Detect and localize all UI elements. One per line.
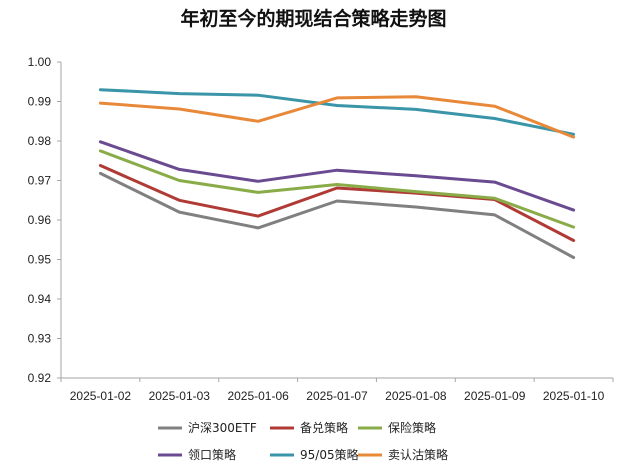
series-0-point xyxy=(257,226,260,229)
legend-label: 卖认沽策略 xyxy=(388,447,448,462)
series-line-4 xyxy=(98,88,576,136)
series-0-point xyxy=(572,256,575,259)
x-tick-label: 2025-01-06 xyxy=(227,389,289,403)
x-tick-label: 2025-01-03 xyxy=(149,389,211,403)
series-5-point xyxy=(414,95,417,98)
series-2-point xyxy=(99,149,102,152)
series-3-point xyxy=(336,169,339,172)
series-0-point xyxy=(99,172,102,175)
x-tick-label: 2025-01-02 xyxy=(70,389,132,403)
series-2-point xyxy=(572,226,575,229)
series-5-point xyxy=(257,120,260,123)
series-3-point xyxy=(99,140,102,143)
series-line-2 xyxy=(98,149,576,229)
legend-item: 备兑策略 xyxy=(270,420,348,435)
series-2-point xyxy=(336,183,339,186)
series-4-point xyxy=(493,117,496,120)
series-1-point xyxy=(257,215,260,218)
series-line-5 xyxy=(98,95,576,139)
series-4-point xyxy=(99,88,102,91)
series-lines xyxy=(98,88,576,259)
series-4-point xyxy=(336,104,339,107)
y-tick-label: 0.96 xyxy=(28,213,52,227)
series-5-point xyxy=(493,105,496,108)
legend-item: 卖认沽策略 xyxy=(358,447,448,462)
series-4-point xyxy=(178,92,181,95)
series-5-point xyxy=(99,102,102,105)
series-5-point xyxy=(572,136,575,139)
series-line-0 xyxy=(98,171,576,259)
y-tick-label: 0.92 xyxy=(28,371,52,385)
x-tick-label: 2025-01-08 xyxy=(385,389,447,403)
series-5-point xyxy=(336,96,339,99)
y-tick-label: 0.98 xyxy=(28,134,52,148)
x-tick-label: 2025-01-09 xyxy=(464,389,526,403)
series-2-point xyxy=(414,190,417,193)
x-tick-label: 2025-01-07 xyxy=(306,389,368,403)
legend-item: 领口策略 xyxy=(158,447,236,462)
legend-item: 95/05策略 xyxy=(270,447,359,462)
series-0-point xyxy=(493,213,496,216)
series-2-point xyxy=(257,191,260,194)
legend-item: 沪深300ETF xyxy=(158,421,257,435)
series-4-point xyxy=(257,94,260,97)
series-3-point xyxy=(572,209,575,212)
legend-label: 保险策略 xyxy=(388,420,436,435)
series-2-point xyxy=(178,179,181,182)
series-0-point xyxy=(414,205,417,208)
legend-label: 备兑策略 xyxy=(300,420,348,435)
series-3-point xyxy=(178,168,181,171)
series-4-point xyxy=(414,108,417,111)
series-3-point xyxy=(414,174,417,177)
x-tick-label: 2025-01-10 xyxy=(543,389,605,403)
series-0-point xyxy=(178,211,181,214)
chart-title: 年初至今的期现结合策略走势图 xyxy=(180,7,446,30)
legend-label: 95/05策略 xyxy=(300,447,359,462)
legend-label: 沪深300ETF xyxy=(188,421,257,435)
series-3-point xyxy=(493,181,496,184)
series-3-point xyxy=(257,180,260,183)
x-axis-ticks: 2025-01-02 2025-01-03 2025-01-06 2025-01-07… xyxy=(60,378,614,403)
y-tick-label: 0.93 xyxy=(28,332,52,346)
series-5-point xyxy=(178,108,181,111)
series-2-point xyxy=(493,197,496,200)
legend-item: 保险策略 xyxy=(358,420,436,435)
y-axis-ticks: 1.00 0.99 0.98 0.97 0.96 0.95 0.94 0.93 0.92 xyxy=(28,55,61,385)
series-1-point xyxy=(178,199,181,202)
series-line-3 xyxy=(98,140,576,212)
legend-label: 领口策略 xyxy=(188,447,236,462)
y-tick-label: 1.00 xyxy=(28,55,52,69)
y-tick-label: 0.97 xyxy=(28,174,52,188)
series-0-point xyxy=(336,200,339,203)
series-1-point xyxy=(572,239,575,242)
series-1-point xyxy=(336,187,339,190)
y-tick-label: 0.95 xyxy=(28,253,52,267)
y-tick-label: 0.94 xyxy=(28,292,52,306)
series-1-point xyxy=(99,164,102,167)
y-tick-label: 0.99 xyxy=(28,95,52,109)
